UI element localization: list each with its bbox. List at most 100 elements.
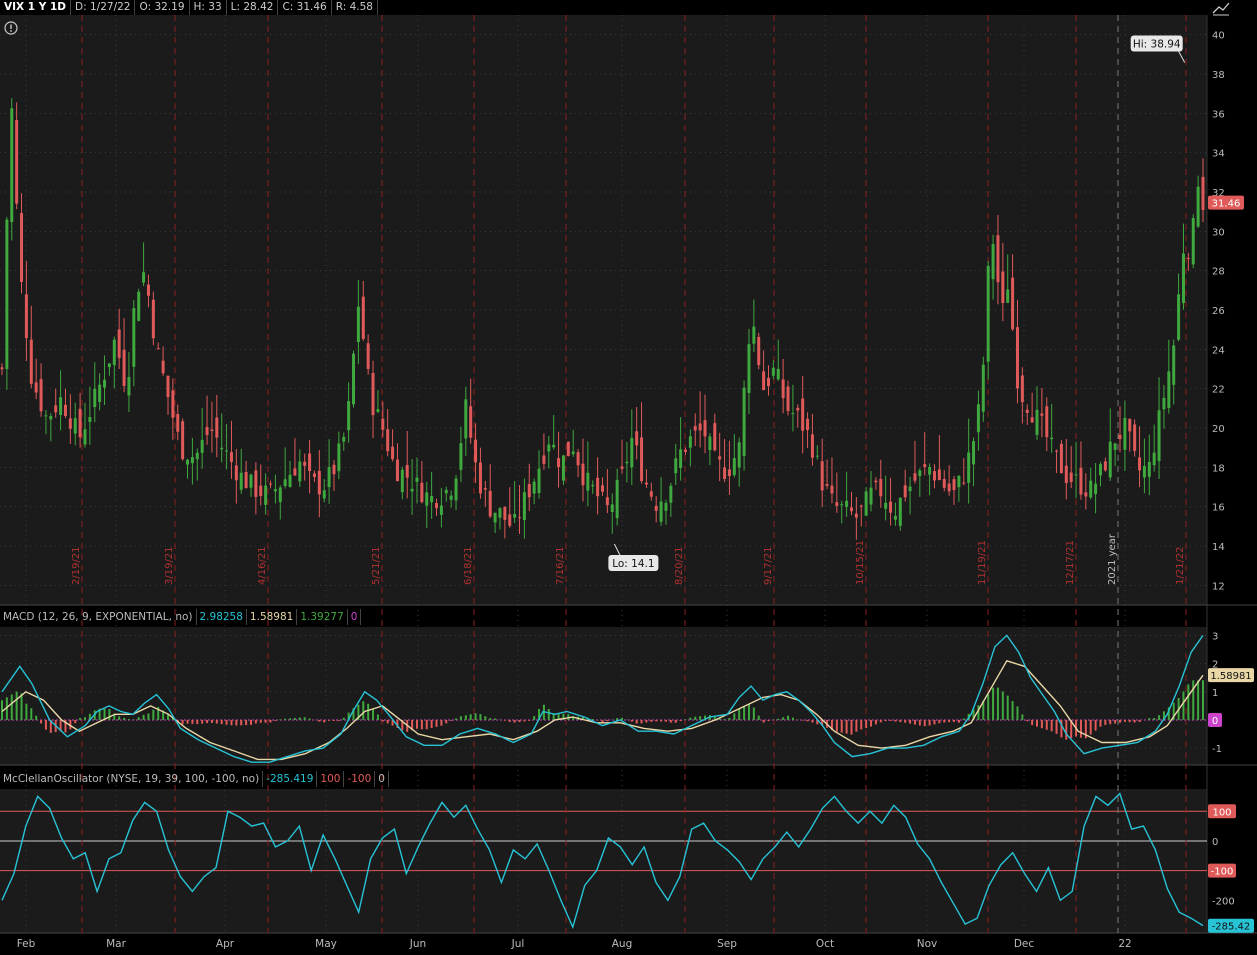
candle-body — [620, 466, 624, 469]
candle-body — [615, 479, 619, 519]
candle-body — [371, 373, 375, 416]
candle-body — [967, 452, 971, 483]
symbol-label[interactable]: VIX 1 Y 1D — [0, 0, 72, 15]
candle-body — [229, 452, 233, 462]
candle-body — [737, 442, 741, 468]
candle-body — [220, 447, 224, 450]
candle-body — [210, 429, 214, 431]
expiration-date-label: 3/19/21 — [164, 546, 175, 585]
candle-body — [127, 376, 131, 396]
price-tick-label: 34 — [1212, 149, 1225, 160]
candle-body — [669, 485, 673, 503]
mcclellan-label[interactable]: McClellanOscillator (NYSE, 19, 39, 100, … — [0, 771, 264, 787]
macd-zero: 0 — [348, 609, 362, 625]
month-label: Dec — [1014, 938, 1035, 950]
candle-body — [469, 406, 473, 438]
candle-body — [1162, 397, 1166, 410]
candle-body — [1094, 483, 1098, 495]
macd-diff: 1.39277 — [297, 609, 348, 625]
last-price-label: 31.46 — [1212, 199, 1241, 210]
candle-body — [239, 472, 243, 490]
mcclellan-pane[interactable] — [0, 789, 1207, 933]
candle-body — [400, 469, 404, 493]
macd-tick-label: -1 — [1212, 744, 1222, 755]
candle-body — [278, 487, 282, 503]
candle-body — [898, 497, 902, 526]
candle-body — [54, 405, 58, 413]
candle-body — [1201, 176, 1205, 211]
candle-body — [98, 384, 102, 402]
candle-body — [200, 439, 204, 453]
candle-body — [766, 377, 770, 387]
candle-body — [10, 108, 14, 223]
macd-pane[interactable] — [0, 627, 1207, 765]
candle-body — [459, 443, 463, 470]
candle-body — [635, 431, 639, 446]
candle-body — [679, 449, 683, 469]
candle-body — [957, 475, 961, 488]
price-tick-label: 26 — [1212, 306, 1225, 317]
candle-body — [269, 483, 273, 485]
candle-body — [225, 450, 229, 452]
candle-body — [1084, 492, 1088, 497]
candle-body — [356, 306, 360, 343]
mcclellan-value-marker — [1208, 918, 1254, 933]
candle-body — [420, 482, 424, 502]
candle-body — [747, 344, 751, 393]
candle-body — [537, 468, 541, 494]
candle-body — [254, 470, 258, 497]
candle-body — [1069, 472, 1073, 483]
candle-body — [1157, 410, 1161, 461]
candle-body — [596, 477, 600, 497]
candle-body — [1055, 450, 1059, 452]
candle-body — [688, 436, 692, 448]
candle-body — [1001, 271, 1005, 304]
candle-body — [1064, 465, 1068, 483]
macd-header: MACD (12, 26, 9, EXPONENTIAL, no) 2.98258… — [0, 609, 362, 625]
candle-body — [547, 444, 551, 452]
candle-body — [435, 503, 439, 509]
candle-body — [244, 471, 248, 489]
candle-body — [1191, 218, 1195, 265]
candle-body — [825, 483, 829, 486]
candle-body — [49, 416, 53, 420]
month-label: Jun — [409, 938, 426, 950]
candle-body — [63, 404, 67, 416]
candle-body — [493, 512, 497, 523]
candle-body — [215, 417, 219, 438]
candle-body — [132, 308, 136, 367]
candle-body — [942, 478, 946, 488]
candle-body — [972, 441, 976, 465]
month-label: Jul — [511, 938, 525, 950]
macd-line — [1, 634, 1204, 763]
candle-body — [103, 379, 107, 388]
candle-body — [532, 481, 536, 494]
candle-body — [981, 364, 985, 412]
candle-body — [176, 414, 180, 432]
candle-body — [791, 413, 795, 415]
candle-body — [937, 469, 941, 481]
candle-body — [439, 505, 443, 515]
macd-label[interactable]: MACD (12, 26, 9, EXPONENTIAL, no) — [0, 609, 197, 625]
candle-body — [796, 407, 800, 411]
candle-body — [879, 479, 883, 497]
month-label: Apr — [216, 938, 235, 950]
candle-body — [327, 467, 331, 488]
candle-body — [312, 473, 316, 478]
month-label: 22 — [1118, 938, 1131, 950]
candle-body — [317, 470, 321, 495]
candle-body — [234, 465, 238, 481]
candle-body — [1147, 461, 1151, 477]
candle-body — [161, 360, 165, 374]
chart-style-icon[interactable] — [1212, 2, 1230, 16]
candle-body — [976, 404, 980, 433]
candle-body — [156, 348, 160, 350]
candle-body — [918, 470, 922, 476]
info-icon[interactable] — [4, 21, 18, 35]
candle-body — [986, 265, 990, 362]
month-label: Feb — [17, 938, 36, 950]
candle-body — [190, 457, 194, 464]
candle-body — [195, 452, 199, 460]
candle-body — [288, 474, 292, 487]
